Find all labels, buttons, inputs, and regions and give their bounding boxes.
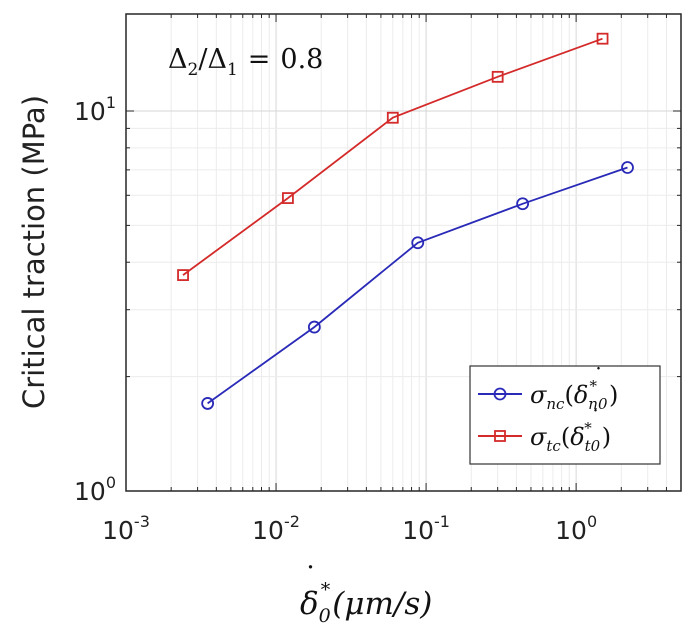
legend-tc-open: (: [561, 423, 570, 451]
x-tick-base: 10: [402, 516, 434, 545]
legend-label-nc: σnc(δn0*): [530, 377, 618, 413]
y-tick-base: 10: [74, 97, 106, 126]
x-tick-label: 10-2: [252, 512, 300, 545]
plot-frame: [125, 13, 682, 492]
y-tick-exponent: 0: [106, 473, 116, 492]
annotation-lhs-num-sub: 2: [188, 60, 199, 80]
data-point-1: [386, 111, 399, 124]
y-tick-label: 100: [74, 473, 116, 506]
legend-tc-arg-sub: t0: [585, 437, 601, 455]
x-axis-title-sup: *: [321, 579, 331, 601]
x-tick-label: 10-1: [402, 512, 450, 545]
legend-box: [469, 365, 661, 465]
x-tick-exponent: 0: [587, 512, 597, 531]
y-tick-label: 101: [74, 93, 116, 126]
x-axis-title-dot: ˙: [303, 561, 318, 596]
legend-tc-sub: tc: [546, 437, 561, 455]
series-line-0: [207, 166, 628, 405]
legend-marker-nc: [493, 387, 507, 401]
legend-marker-tc: [494, 430, 506, 442]
legend-nc-arg-sup: *: [590, 377, 598, 395]
x-axis-title-units: (μm/s): [332, 586, 432, 622]
annotation-lhs-den-sub: 1: [227, 60, 238, 80]
x-tick-base: 10: [252, 516, 284, 545]
annotation-lhs-den: Δ: [207, 44, 227, 75]
series-group: [177, 32, 634, 410]
legend-nc-dot: ˙: [593, 365, 604, 390]
data-point-1: [177, 269, 189, 281]
legend-nc-arg-sub: n0: [588, 395, 608, 413]
annotation-slash: /: [198, 44, 208, 75]
series-line-1: [182, 37, 603, 276]
x-tick-label: 100: [555, 512, 597, 545]
y-axis-title: Critical traction (MPa): [17, 95, 51, 409]
legend-nc-sub: nc: [546, 395, 565, 413]
data-point-1: [491, 70, 504, 83]
x-axis-title: δ0 *(μm/s): [300, 579, 432, 627]
x-tick-exponent: -3: [134, 512, 150, 531]
x-axis-title-sub: 0: [319, 605, 331, 627]
legend-nc-close: ): [609, 381, 618, 409]
x-tick-base: 10: [102, 516, 134, 545]
legend-nc-open: (: [564, 381, 573, 409]
data-point-1: [596, 32, 609, 45]
data-point-1: [282, 192, 294, 204]
data-point-0: [621, 161, 634, 174]
annotation-value: 0.8: [280, 44, 323, 75]
legend-tc-sym: σ: [530, 423, 547, 451]
x-tick-exponent: -2: [284, 512, 300, 531]
data-point-0: [411, 236, 425, 250]
legend-tc-dot: ˙: [590, 407, 601, 432]
legend: σnc(δn0*) ˙ σtc(δt0*) ˙: [469, 365, 661, 465]
legend-tc-arg: δ: [570, 423, 584, 451]
data-point-0: [201, 397, 215, 410]
x-axis-title-symbol: δ: [300, 586, 319, 622]
y-tick-base: 10: [74, 477, 106, 506]
x-tick-label: 10-3: [102, 512, 150, 545]
data-point-0: [307, 320, 321, 334]
x-tick-base: 10: [555, 516, 587, 545]
annotation-equals: =: [248, 44, 271, 75]
data-point-0: [516, 197, 530, 211]
legend-tc-arg-sup: *: [584, 419, 592, 437]
annotation-lhs-num: Δ: [168, 44, 188, 75]
legend-nc-arg: δ: [574, 381, 588, 409]
legend-label-tc: σtc(δt0*): [530, 419, 611, 455]
x-tick-exponent: -1: [434, 512, 450, 531]
legend-tc-close: ): [602, 423, 611, 451]
legend-nc-sym: σ: [530, 381, 547, 409]
y-tick-exponent: 1: [106, 93, 116, 112]
annotation: Δ2/Δ1 = 0.8: [168, 44, 323, 80]
